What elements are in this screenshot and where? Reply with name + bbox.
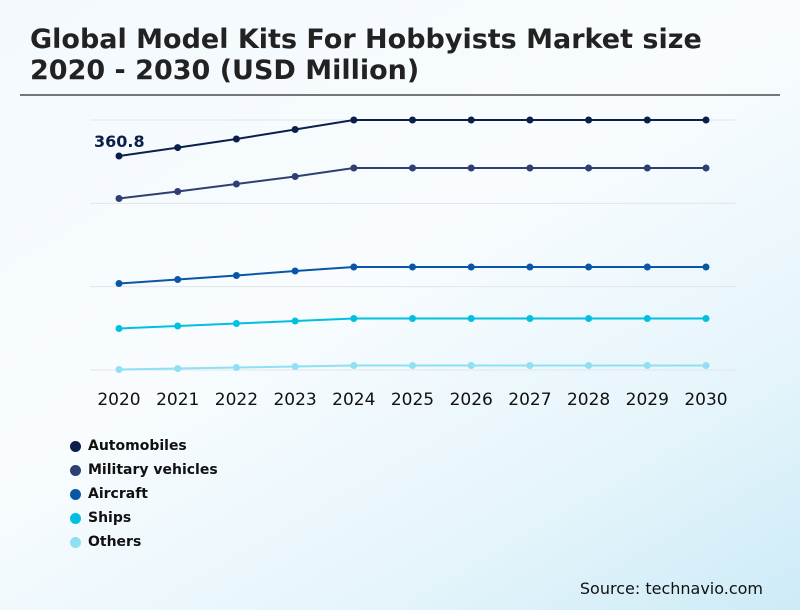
data-point: [115, 366, 123, 374]
legend-dot-icon: [70, 464, 81, 476]
data-point: [702, 263, 710, 271]
data-point: [643, 361, 651, 369]
series-line-military-vehicles: [118, 166, 706, 200]
data-point: [174, 144, 182, 152]
data-point: [467, 361, 475, 369]
data-point: [291, 363, 299, 371]
data-point: [585, 263, 593, 271]
data-point: [702, 116, 710, 124]
x-tick-label: 2028: [567, 390, 610, 410]
data-point: [174, 322, 182, 330]
legend-item: Others: [70, 530, 218, 554]
data-point: [467, 164, 475, 172]
data-point: [585, 164, 593, 172]
data-point: [232, 364, 240, 372]
data-point: [232, 319, 240, 327]
data-point: [115, 280, 123, 288]
data-point: [643, 263, 651, 271]
data-point: [291, 172, 299, 180]
legend-dot-icon: [70, 440, 81, 452]
data-point: [702, 315, 710, 323]
data-point: [585, 361, 593, 369]
data-label: 360.8: [94, 132, 145, 151]
data-point: [115, 152, 123, 160]
data-point: [350, 164, 358, 172]
data-point: [643, 164, 651, 172]
data-point: [702, 361, 710, 369]
data-point: [174, 275, 182, 283]
data-point: [467, 263, 475, 271]
series-line-automobiles: [118, 119, 706, 157]
data-point: [467, 315, 475, 323]
data-point: [115, 194, 123, 202]
legend-label: Others: [88, 534, 142, 550]
data-point: [643, 315, 651, 323]
legend-item: Military vehicles: [70, 458, 218, 482]
source-note: Source: technavio.com: [579, 579, 763, 598]
data-point: [350, 263, 358, 271]
data-point: [291, 125, 299, 133]
x-tick-label: 2025: [391, 390, 434, 410]
x-tick-label: 2024: [332, 390, 375, 410]
x-tick-label: 2022: [215, 390, 258, 410]
data-point: [115, 324, 123, 332]
x-tick-label: 2021: [156, 390, 199, 410]
legend-dot-icon: [70, 488, 81, 500]
legend-dot-icon: [70, 512, 81, 524]
data-point: [350, 361, 358, 369]
legend: Automobiles Military vehicles Aircraft Ship…: [70, 434, 218, 554]
legend-label: Aircraft: [88, 486, 148, 502]
line-chart: 2020 2021 2022 2023 2024 2025 2026 2027 2028 2029…: [90, 116, 736, 410]
x-tick-label: 2023: [273, 390, 316, 410]
legend-item: Automobiles: [70, 434, 218, 458]
legend-label: Ships: [88, 510, 132, 526]
data-point: [409, 164, 416, 172]
x-tick-label: 2030: [684, 390, 727, 410]
legend-label: Military vehicles: [88, 462, 218, 478]
data-point: [526, 361, 534, 369]
legend-dot-icon: [70, 536, 81, 548]
data-point: [291, 267, 299, 275]
data-point: [643, 116, 651, 124]
x-tick-label: 2029: [626, 390, 669, 410]
legend-item: Aircraft: [70, 482, 218, 506]
data-point: [467, 116, 475, 124]
title-divider: [20, 94, 780, 96]
data-point: [585, 315, 593, 323]
data-point: [526, 315, 534, 323]
data-point: [174, 187, 182, 195]
x-tick-label: 2027: [508, 390, 551, 410]
chart-title: Global Model Kits For Hobbyists Market s…: [30, 24, 702, 86]
data-point: [409, 315, 416, 323]
data-point: [232, 272, 240, 280]
legend-label: Automobiles: [88, 438, 187, 454]
x-tick-label: 2026: [450, 390, 493, 410]
legend-item: Ships: [70, 506, 218, 530]
data-point: [232, 180, 240, 188]
x-tick-label: 2020: [97, 390, 140, 410]
data-point: [174, 365, 182, 373]
data-point: [526, 263, 534, 271]
data-point: [526, 116, 534, 124]
data-point: [585, 116, 593, 124]
data-point: [702, 164, 710, 172]
data-point: [232, 135, 240, 143]
data-point: [526, 164, 534, 172]
data-point: [291, 317, 299, 325]
data-point: [350, 116, 358, 124]
data-point: [409, 116, 416, 124]
data-point: [409, 361, 416, 369]
data-point: [409, 263, 416, 271]
data-point: [350, 315, 358, 323]
